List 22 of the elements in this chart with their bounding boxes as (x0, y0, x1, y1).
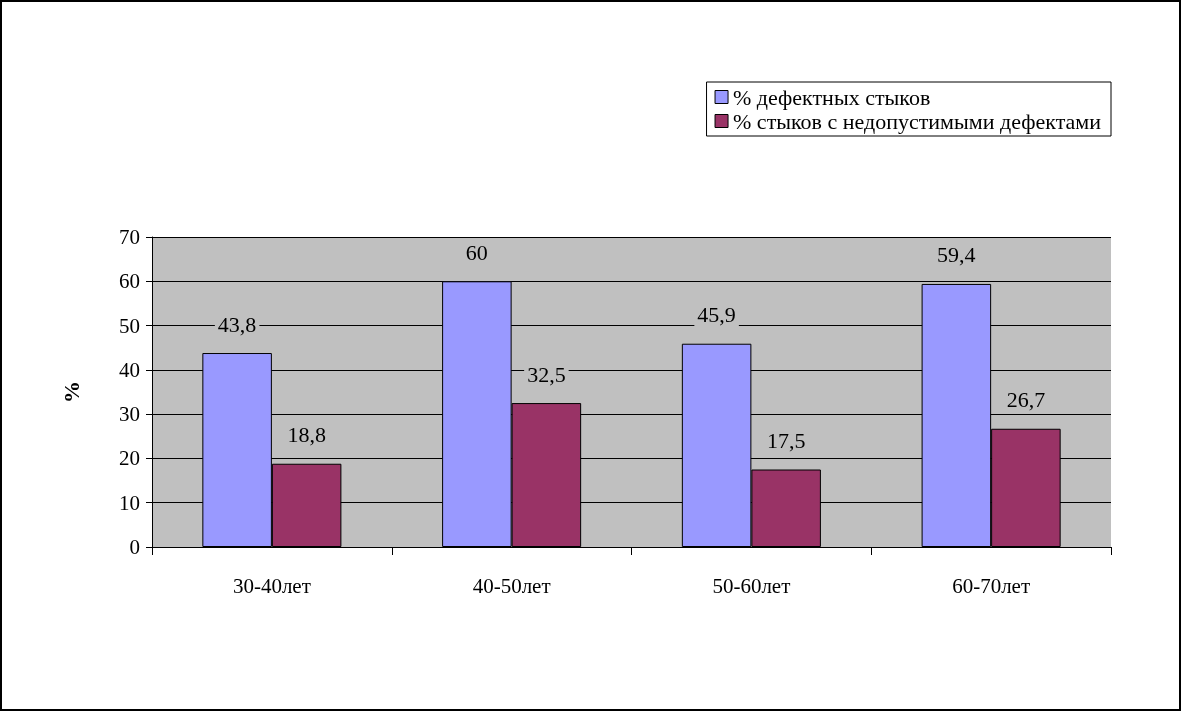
data-label: 45,9 (697, 302, 736, 328)
x-tick-label: 50-60лет (712, 573, 791, 598)
x-tick-label: 30-40лет (232, 573, 311, 598)
y-tick-label: 10 (119, 490, 140, 515)
x-tick-label: 40-50лет (472, 573, 551, 598)
y-tick-label: 30 (119, 402, 140, 427)
y-tick-label: 0 (129, 535, 140, 559)
y-tick-label: 60 (119, 269, 140, 294)
data-label: 43,8 (217, 311, 257, 337)
data-label: 59,4 (937, 242, 976, 268)
y-axis-title: % (58, 381, 84, 403)
data-label: 26,7 (1006, 387, 1046, 413)
y-tick-label: 20 (119, 446, 140, 471)
y-tick-label: 70 (119, 225, 140, 249)
x-tick-label: 60-70лет (952, 573, 1031, 598)
data-label: 60 (465, 239, 488, 265)
data-label: 18,8 (287, 422, 326, 448)
data-label: 17,5 (766, 428, 806, 453)
legend-label: % дефектных стыков (733, 84, 931, 110)
data-label: 32,5 (527, 361, 566, 387)
y-tick-label: 50 (119, 313, 140, 338)
y-tick-label: 40 (119, 357, 140, 382)
